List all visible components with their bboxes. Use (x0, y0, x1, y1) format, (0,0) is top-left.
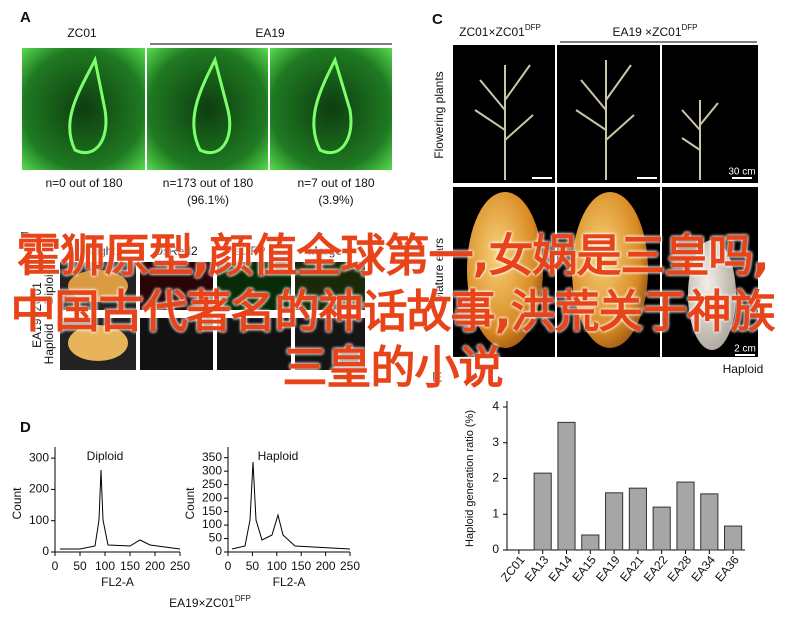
panel-label: B (20, 229, 31, 246)
panel-label: A (20, 9, 31, 26)
panel-label: C (432, 11, 443, 28)
x-tick-label: 200 (145, 559, 165, 573)
x-tick-label: 100 (95, 559, 115, 573)
x-tick-label: EA34 (688, 553, 718, 585)
superscript: DFP (682, 23, 698, 32)
plot-title: Haploid (258, 449, 299, 463)
row-label: Flowering plants (432, 71, 446, 158)
group-label: ZC01×ZC01DFP (459, 23, 541, 39)
x-tick-label: 150 (291, 559, 311, 573)
caption: (96.1%) (187, 193, 229, 207)
x-tick-label: EA36 (712, 553, 742, 585)
superscript: DFP (235, 594, 251, 603)
group-label: EA19 ×ZC01DFP (612, 23, 697, 39)
caption: n=0 out of 180 (45, 176, 122, 190)
bar (652, 506, 671, 551)
y-tick-label: 0 (492, 542, 499, 556)
y-axis-label: Count (10, 487, 24, 520)
x-tick-label: 100 (267, 559, 287, 573)
row-label: Diploid (42, 268, 56, 305)
plot-title: Diploid (87, 449, 124, 463)
histogram-curve (231, 461, 351, 550)
x-tick-label: EA13 (522, 553, 552, 585)
caption-text: EA19×ZC01 (169, 596, 235, 610)
y-tick-label: 2 (492, 471, 499, 485)
group-name: EA19 ×ZC01 (612, 25, 681, 39)
plant-images (453, 45, 758, 357)
y-tick-label: 150 (202, 504, 222, 518)
column-label: Haploid (723, 362, 764, 376)
x-tick-label: 200 (316, 559, 336, 573)
group-label: ZC01 (67, 26, 97, 40)
bar (533, 472, 552, 551)
bar (628, 487, 647, 551)
bar (557, 421, 576, 551)
superscript: DFP (525, 23, 541, 32)
bar (724, 525, 743, 551)
panel-label: E (432, 369, 442, 386)
x-tick-label: EA15 (569, 553, 599, 585)
overlay-headline: 霍狮原型,颜值全球第一,女娲是三皇吗,中国古代著名的神话故事,洪荒关于神族三皇的… (10, 229, 775, 394)
y-tick-label: 0 (42, 544, 49, 558)
y-axis-label: Haploid generation ratio (%) (464, 410, 476, 547)
bar (700, 493, 719, 551)
y-tick-label: 300 (202, 463, 222, 477)
scale-label: 2 cm (734, 344, 756, 355)
group-label: EA19 (255, 26, 285, 40)
row-label: Haploid (42, 324, 56, 365)
y-tick-label: 50 (209, 531, 223, 545)
x-tick-label: 50 (73, 559, 87, 573)
column-label: Merge (308, 244, 342, 258)
y-tick-label: 4 (492, 399, 499, 413)
y-tick-label: 100 (202, 517, 222, 531)
caption: n=173 out of 180 (163, 176, 254, 190)
panel-label: D (20, 419, 31, 436)
y-tick-label: 350 (202, 450, 222, 464)
x-tick-label: 150 (120, 559, 140, 573)
y-axis-label: Count (183, 487, 197, 520)
panel-caption: EA19×ZC01DFP (169, 594, 251, 610)
x-tick-label: 0 (52, 559, 59, 573)
x-tick-label: 0 (225, 559, 232, 573)
y-tick-label: 250 (202, 477, 222, 491)
x-tick-label: EA22 (641, 553, 671, 585)
caption: (3.9%) (318, 193, 353, 207)
y-tick-label: 0 (215, 544, 222, 558)
histogram-curve (60, 469, 181, 550)
x-tick-label: 50 (246, 559, 260, 573)
x-tick-label: EA21 (617, 553, 647, 585)
x-tick-label: ZC01 (498, 553, 528, 585)
y-tick-label: 200 (202, 490, 222, 504)
row-label: EA19×ZC01 (30, 282, 44, 348)
column-label: eGFP (234, 244, 265, 258)
y-tick-label: 1 (492, 506, 499, 520)
x-tick-label: EA19 (593, 553, 623, 585)
fluorescence-images (22, 48, 392, 170)
x-tick-label: 250 (170, 559, 190, 573)
x-tick-label: EA14 (546, 553, 576, 585)
bar (676, 481, 695, 551)
x-axis-label: FL2-A (101, 575, 134, 589)
row-label: Mature ears (432, 238, 446, 302)
column-label: DsRed2 (154, 244, 198, 258)
y-tick-label: 3 (492, 435, 499, 449)
x-axis-label: FL2-A (273, 575, 306, 589)
bar (581, 534, 600, 551)
x-tick-label: 250 (340, 559, 360, 573)
group-name: ZC01×ZC01 (459, 25, 525, 39)
caption: n=7 out of 180 (297, 176, 374, 190)
column-label: Bright (84, 244, 116, 258)
y-tick-label: 300 (29, 450, 49, 464)
scale-label: 30 cm (728, 167, 755, 178)
y-tick-label: 100 (29, 513, 49, 527)
y-tick-label: 200 (29, 482, 49, 496)
x-tick-label: EA28 (665, 553, 695, 585)
bar (605, 492, 624, 551)
seed-images (60, 262, 365, 370)
